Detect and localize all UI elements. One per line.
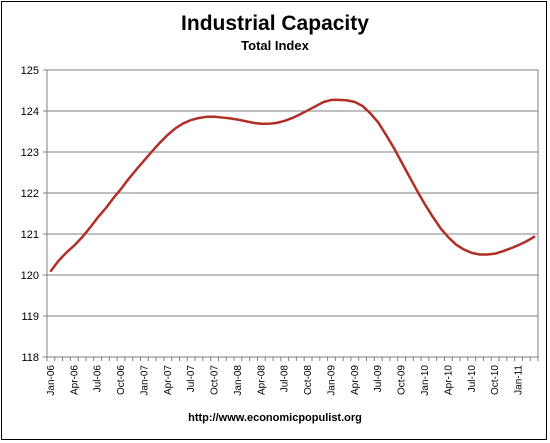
chart-subtitle: Total Index (241, 38, 309, 53)
x-tick-label: Jul-06 (93, 365, 104, 393)
chart-title: Industrial Capacity (181, 12, 369, 35)
x-tick-label: Oct-06 (116, 365, 127, 395)
y-tick-label: 125 (21, 65, 39, 77)
x-tick-label: Jan-09 (326, 365, 337, 396)
x-tick-label: Apr-08 (256, 365, 267, 395)
x-axis: Jan-06 Apr-06 Jul-06 Oct-06 Jan-07 Apr-07 Jul-… (46, 357, 539, 396)
series-layer (49, 98, 536, 273)
x-tick-label: Jan-10 (420, 365, 431, 396)
x-tick-label: Apr-06 (69, 365, 80, 395)
x-tick-label: Apr-10 (443, 365, 454, 395)
x-tick-label: Jan-11 (514, 365, 525, 395)
x-tick-label: Oct-09 (397, 365, 408, 395)
x-tick-label: Apr-07 (163, 365, 174, 395)
plot-area (46, 69, 539, 358)
x-tick-label: Jul-10 (467, 365, 478, 393)
x-tick-label: Oct-10 (490, 365, 501, 395)
x-tick-label: Jan-08 (233, 365, 244, 396)
y-tick-label: 118 (21, 352, 39, 364)
y-tick-label: 124 (21, 106, 39, 118)
x-tick-label: Apr-09 (350, 365, 361, 395)
y-tick-label: 123 (21, 147, 39, 159)
x-tick-label: Oct-08 (303, 365, 314, 395)
gridlines (47, 110, 538, 317)
x-tick-label: Oct-07 (210, 365, 221, 395)
x-tick-label: Jul-09 (373, 365, 384, 393)
x-tick-label: Jan-06 (46, 365, 57, 396)
x-tick-label: Jul-07 (186, 365, 197, 393)
x-tick-label: Jul-08 (280, 365, 291, 393)
series-line (49, 98, 536, 273)
y-axis: 118 119 120 121 122 123 124 125 (21, 65, 47, 364)
y-tick-label: 121 (21, 229, 39, 241)
source-url: http://www.economicpopulist.org (188, 412, 362, 424)
y-tick-label: 120 (21, 270, 39, 282)
y-tick-label: 119 (21, 311, 39, 323)
x-tick-label: Jan-07 (139, 365, 150, 396)
y-tick-label: 122 (21, 188, 39, 200)
